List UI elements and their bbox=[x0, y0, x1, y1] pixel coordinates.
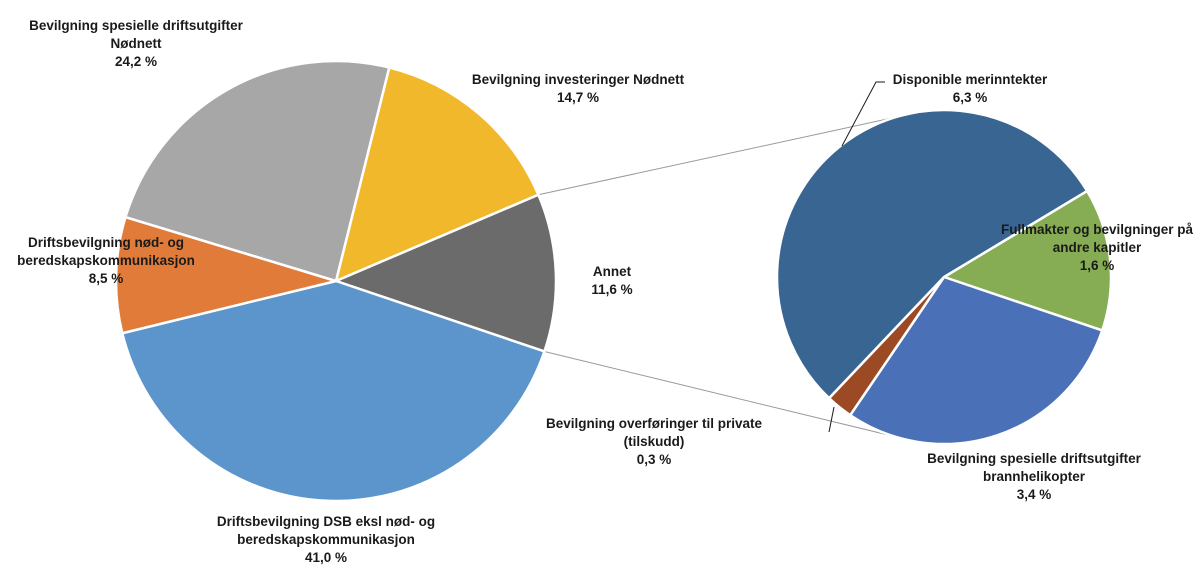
slice-bevilgning-spesielle-driftsutgifter bbox=[123, 59, 391, 283]
label-driftsbevilgning-nød-og: Driftsbevilgning nød- og beredskapskommun… bbox=[17, 235, 195, 286]
connector-line-top bbox=[538, 116, 896, 196]
leader-lines bbox=[828, 81, 885, 433]
value-label: 6,3 % bbox=[953, 90, 988, 105]
category-label: Bevilgning investeringer Nødnett bbox=[472, 72, 685, 87]
slice-driftsbevilgning-dsb-eksl-nød-og bbox=[120, 279, 546, 503]
value-label: 11,6 % bbox=[591, 282, 632, 297]
label-annet: Annet 11,6 % bbox=[591, 264, 632, 297]
secondary-label-bevilgning-overføringer-til-private: Bevilgning overføringer til private (tils… bbox=[546, 416, 763, 467]
main-pie bbox=[114, 59, 558, 503]
secondary-label-disponible-merinntekter: Disponible merinntekter 6,3 % bbox=[893, 72, 1048, 105]
category-label: Driftsbevilgning nød- og bbox=[28, 235, 184, 250]
secondary-pie bbox=[775, 108, 1113, 446]
category-label: beredskapskommunikasjon bbox=[237, 532, 415, 547]
value-label: 24,2 % bbox=[115, 54, 157, 69]
category-label: Disponible merinntekter bbox=[893, 72, 1048, 87]
category-label: andre kapitler bbox=[1053, 240, 1142, 255]
category-label: beredskapskommunikasjon bbox=[17, 253, 195, 268]
leader-line-disponible bbox=[841, 81, 885, 147]
value-label: 41,0 % bbox=[305, 550, 347, 565]
slice-annet bbox=[332, 193, 558, 354]
label-bevilgning-investeringer-nødnett: Bevilgning investeringer Nødnett 14,7 % bbox=[472, 72, 685, 105]
value-label: 3,4 % bbox=[1017, 487, 1052, 502]
secondary-label-bevilgning-spesielle-driftsutgifter: Bevilgning spesielle driftsutgifter brann… bbox=[927, 451, 1142, 502]
value-label: 1,6 % bbox=[1080, 258, 1115, 273]
category-label: Annet bbox=[593, 264, 632, 279]
category-label: Nødnett bbox=[111, 36, 162, 51]
category-label: brannhelikopter bbox=[983, 469, 1086, 484]
value-label: 8,5 % bbox=[89, 271, 124, 286]
category-label: Bevilgning spesielle driftsutgifter bbox=[927, 451, 1142, 466]
category-label: Driftsbevilgning DSB eksl nød- og bbox=[217, 514, 435, 529]
category-label: (tilskudd) bbox=[624, 434, 685, 449]
category-label: Bevilgning overføringer til private bbox=[546, 416, 763, 431]
category-label: Bevilgning spesielle driftsutgifter bbox=[29, 18, 244, 33]
label-driftsbevilgning-dsb-eksl-nød-og: Driftsbevilgning DSB eksl nød- og beredsk… bbox=[217, 514, 435, 565]
label-bevilgning-spesielle-driftsutgifter: Bevilgning spesielle driftsutgifter Nødne… bbox=[29, 18, 244, 69]
slice-bevilgning-investeringer-nødnett bbox=[334, 66, 541, 284]
data-labels: Bevilgning investeringer Nødnett 14,7 % An… bbox=[17, 18, 1193, 565]
leader-line-overforinger bbox=[828, 406, 835, 433]
secondary-slice-disponible-merinntekter bbox=[775, 108, 1089, 400]
connector-lines bbox=[538, 116, 896, 438]
secondary-slice-bevilgning-spesielle-driftsutgifter bbox=[848, 275, 1104, 446]
category-label: Fullmakter og bevilgninger på bbox=[1001, 222, 1194, 237]
secondary-slice-fullmakter-og-bevilgninger-på bbox=[941, 189, 1113, 333]
value-label: 0,3 % bbox=[637, 452, 672, 467]
slice-driftsbevilgning-nød-og bbox=[114, 215, 341, 335]
value-label: 14,7 % bbox=[557, 90, 599, 105]
secondary-label-fullmakter-og-bevilgninger-på: Fullmakter og bevilgninger på andre kapit… bbox=[1001, 222, 1194, 273]
connector-line-bottom bbox=[544, 350, 896, 438]
